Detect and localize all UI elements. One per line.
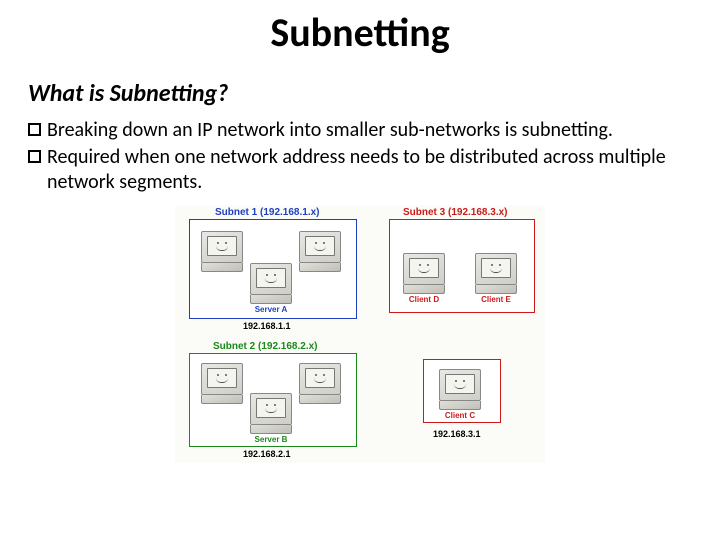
computer-icon: Client D (403, 253, 445, 304)
subnet-label: Subnet 1 (192.168.1.x) (215, 207, 320, 218)
slide-subtitle: What is Subnetting? (28, 79, 692, 108)
computer-label: Client E (475, 295, 517, 304)
computer-icon (299, 231, 341, 272)
computer-label: Client C (439, 411, 481, 420)
subnet-label: Subnet 2 (192.168.2.x) (213, 341, 318, 352)
computer-icon: Client C (439, 369, 481, 420)
computer-icon (201, 231, 243, 272)
computer-label: Server A (250, 305, 292, 314)
computer-icon (299, 363, 341, 404)
subnet-ip: 192.168.2.1 (243, 449, 291, 459)
subnet-diagram: Subnet 1 (192.168.1.x) Server A 192.168.1.… (175, 205, 545, 463)
computer-icon (201, 363, 243, 404)
bullet-text: Breaking down an IP network into smaller… (47, 118, 692, 143)
bullet-item: Breaking down an IP network into smaller… (28, 118, 692, 143)
computer-icon: Server A (250, 263, 292, 314)
subnet-ip: 192.168.3.1 (433, 429, 481, 439)
computer-icon: Server B (250, 393, 292, 444)
bullet-marker-icon (28, 150, 41, 163)
slide-title: Subnetting (28, 8, 692, 57)
computer-label: Client D (403, 295, 445, 304)
bullet-list: Breaking down an IP network into smaller… (28, 118, 692, 195)
subnet-ip: 192.168.1.1 (243, 321, 291, 331)
bullet-text: Required when one network address needs … (47, 145, 692, 195)
subnet-label: Subnet 3 (192.168.3.x) (403, 207, 508, 218)
diagram-container: Subnet 1 (192.168.1.x) Server A 192.168.1.… (28, 205, 692, 463)
computer-label: Server B (250, 435, 292, 444)
computer-icon: Client E (475, 253, 517, 304)
bullet-marker-icon (28, 123, 41, 136)
slide: Subnetting What is Subnetting? Breaking … (0, 0, 720, 540)
bullet-item: Required when one network address needs … (28, 145, 692, 195)
